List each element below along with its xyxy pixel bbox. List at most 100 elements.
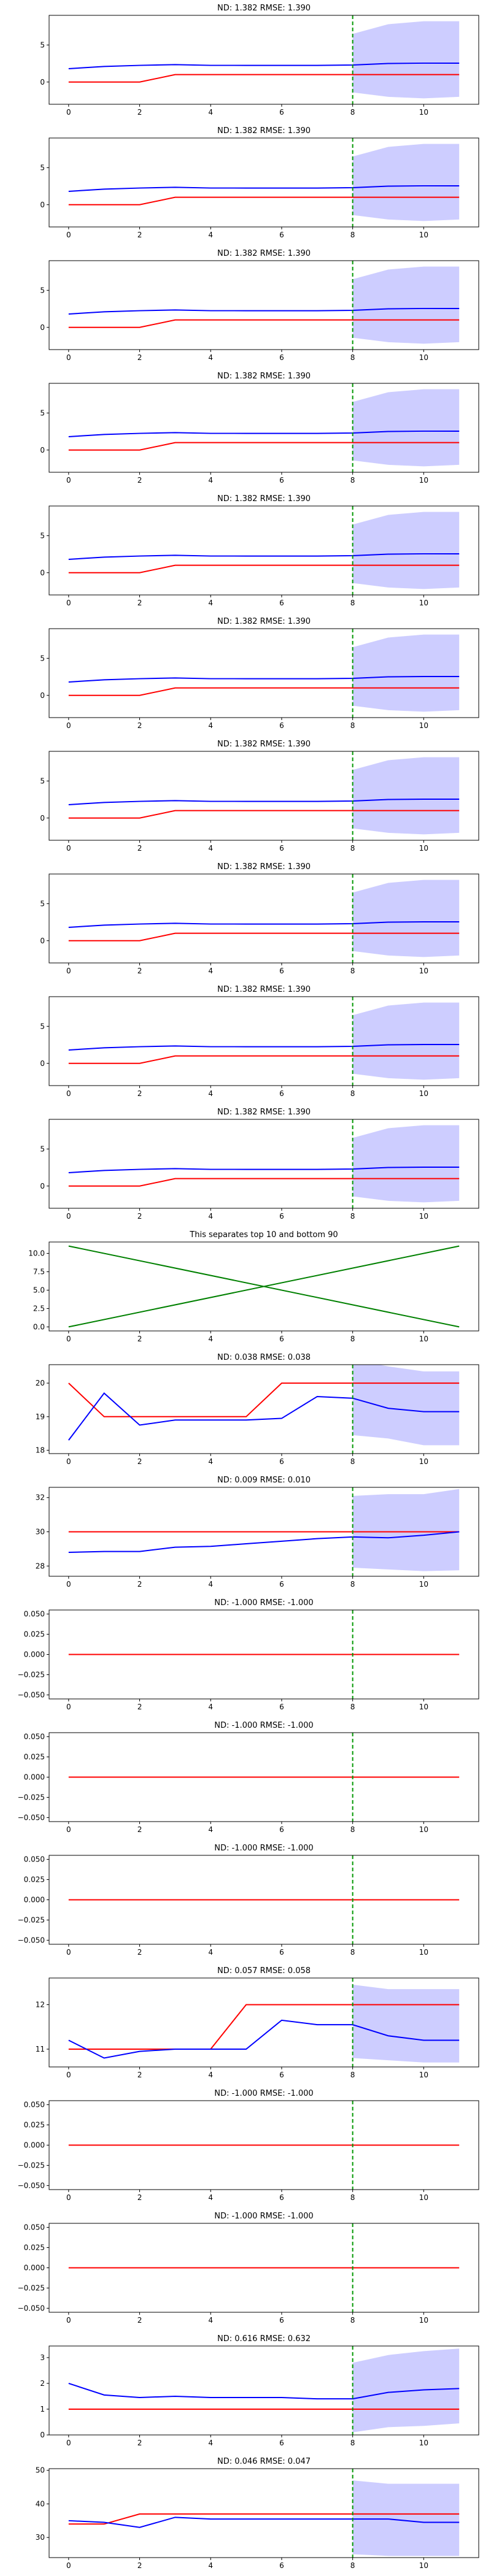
x-tick-label: 4 — [208, 721, 213, 730]
ground-truth-line — [68, 2004, 460, 2050]
subplot: ND: 0.038 RMSE: 0.038 0 2 4 6 8 10 18 19 20 — [36, 1353, 479, 1466]
uncertainty-band — [352, 266, 460, 344]
x-tick-label: 8 — [350, 353, 355, 362]
y-tick-label: 5 — [40, 531, 45, 540]
x-tick-label: 2 — [137, 1703, 142, 1711]
x-tick-label: 8 — [350, 721, 355, 730]
x-tick-label: 6 — [279, 844, 284, 853]
y-tick-label: 18 — [36, 1446, 45, 1455]
subplot: ND: 1.382 RMSE: 1.390 0 2 4 6 8 10 0 5 — [40, 249, 479, 362]
y-tick-label: 28 — [36, 1562, 45, 1570]
x-tick-label: 10 — [419, 2071, 428, 2079]
x-tick-label: 0 — [66, 2193, 71, 2202]
x-tick-label: 2 — [137, 353, 142, 362]
y-tick-label: 0 — [40, 814, 45, 822]
uncertainty-band — [352, 1489, 460, 1571]
ground-truth-line — [68, 442, 460, 451]
x-tick-label: 8 — [350, 1212, 355, 1221]
plot-area — [68, 997, 460, 1086]
x-tick-label: 8 — [350, 844, 355, 853]
x-tick-label: 0 — [66, 2439, 71, 2447]
x-tick-label: 10 — [419, 476, 428, 485]
x-tick-label: 4 — [208, 844, 213, 853]
subplot-title: ND: 1.382 RMSE: 1.390 — [217, 1108, 311, 1117]
y-tick-label: −0.050 — [18, 1813, 45, 1822]
y-tick-label: 32 — [36, 1493, 45, 1502]
subplot-title: ND: 1.382 RMSE: 1.390 — [217, 985, 311, 994]
x-tick-label: 10 — [419, 844, 428, 853]
y-tick-label: 0 — [40, 78, 45, 86]
y-tick-label: 10.0 — [28, 1249, 45, 1258]
uncertainty-band — [352, 1002, 460, 1080]
y-tick-label: 0.050 — [24, 2223, 45, 2232]
subplot: ND: 1.382 RMSE: 1.390 0 2 4 6 8 10 0 5 — [40, 1108, 479, 1221]
y-tick-label: 12 — [36, 2001, 45, 2009]
plot-area — [68, 874, 460, 963]
x-tick-label: 0 — [66, 2071, 71, 2079]
subplot-title: ND: 1.382 RMSE: 1.390 — [217, 862, 311, 872]
axes-frame — [48, 15, 479, 105]
plot-area — [68, 629, 460, 718]
forecast-line — [68, 1392, 460, 1441]
plot-area — [68, 506, 460, 595]
x-tick-label: 10 — [419, 108, 428, 117]
y-tick-label: −0.025 — [18, 2161, 45, 2169]
x-tick-label: 8 — [350, 476, 355, 485]
forecast-line — [68, 2382, 460, 2400]
x-tick-label: 10 — [419, 1825, 428, 1834]
axes-frame — [48, 383, 479, 473]
subplot: ND: 0.616 RMSE: 0.632 0 2 4 6 8 10 0 1 2 3 — [40, 2334, 479, 2447]
x-tick-label: 4 — [208, 108, 213, 117]
y-tick-label: 5 — [40, 654, 45, 662]
subplot: ND: 0.046 RMSE: 0.047 0 2 4 6 8 10 30 40 50 — [36, 2457, 479, 2570]
axes-frame — [48, 628, 479, 718]
x-tick-label: 10 — [419, 1335, 428, 1343]
y-tick-label: 0.050 — [24, 1610, 45, 1619]
x-tick-label: 8 — [350, 2071, 355, 2079]
plot-area — [68, 1610, 460, 1699]
y-tick-label: 0.050 — [24, 1855, 45, 1864]
ground-truth-line — [68, 932, 460, 941]
subplot: ND: 1.382 RMSE: 1.390 0 2 4 6 8 10 0 5 — [40, 372, 479, 485]
x-tick-label: 8 — [350, 1703, 355, 1711]
subplot: ND: 1.382 RMSE: 1.390 0 2 4 6 8 10 0 5 — [40, 126, 479, 239]
ground-truth-line — [68, 1055, 460, 1064]
y-tick-label: 7.5 — [33, 1268, 45, 1276]
x-tick-label: 0 — [66, 967, 71, 975]
subplot: ND: -1.000 RMSE: -1.000 0 2 4 6 8 10 −0.050 −0.0… — [18, 1844, 479, 1957]
x-tick-label: 10 — [419, 1580, 428, 1589]
forecast-line — [68, 307, 460, 315]
ground-truth-line — [68, 319, 460, 328]
x-tick-label: 4 — [208, 476, 213, 485]
x-tick-label: 0 — [66, 1212, 71, 1221]
y-tick-label: 0.025 — [24, 2121, 45, 2129]
x-tick-label: 0 — [66, 2561, 71, 2570]
x-tick-label: 4 — [208, 1335, 213, 1343]
x-tick-label: 6 — [279, 1948, 284, 1957]
y-tick-label: 5 — [40, 1022, 45, 1030]
y-tick-label: 0.000 — [24, 2264, 45, 2272]
x-tick-label: 6 — [279, 353, 284, 362]
axes-frame — [48, 1241, 479, 1332]
subplot-title: This separates top 10 and bottom 90 — [189, 1230, 338, 1240]
x-tick-label: 10 — [419, 721, 428, 730]
y-tick-label: 0 — [40, 691, 45, 700]
uncertainty-band — [352, 21, 460, 99]
subplot: ND: -1.000 RMSE: -1.000 0 2 4 6 8 10 −0.050 −0.0… — [18, 1721, 479, 1834]
y-tick-label: 19 — [36, 1413, 45, 1421]
y-tick-label: 0 — [40, 2431, 45, 2439]
x-tick-label: 0 — [66, 2316, 71, 2325]
x-tick-label: 4 — [208, 1703, 213, 1711]
x-tick-label: 2 — [137, 1335, 142, 1343]
y-tick-label: −0.050 — [18, 1690, 45, 1699]
separator-line — [68, 1245, 460, 1328]
x-tick-label: 8 — [350, 1335, 355, 1343]
y-tick-label: 0.025 — [24, 1753, 45, 1761]
x-tick-label: 4 — [208, 599, 213, 607]
subplot: This separates top 10 and bottom 90 0 2 4 6 8… — [28, 1230, 479, 1343]
uncertainty-band — [352, 2348, 460, 2432]
x-tick-label: 0 — [66, 599, 71, 607]
y-tick-label: 0 — [40, 1059, 45, 1068]
x-tick-label: 6 — [279, 2071, 284, 2079]
x-tick-label: 2 — [137, 599, 142, 607]
